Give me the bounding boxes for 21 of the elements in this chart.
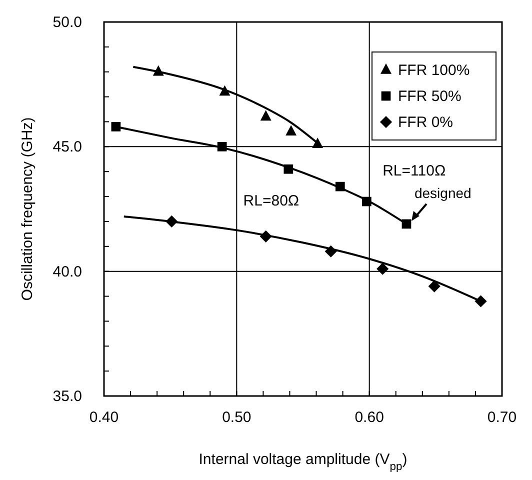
y-tick-label: 35.0: [52, 388, 82, 405]
point: [260, 110, 272, 121]
legend-label: FFR 50%: [398, 88, 462, 105]
point: [376, 262, 389, 275]
legend-label: FFR 100%: [398, 62, 470, 79]
x-axis-title: Internal voltage amplitude (V$_{pp}$): [198, 451, 408, 473]
annotation: designed: [414, 184, 472, 201]
annotation: RL=80Ω: [243, 192, 300, 210]
y-axis-title: Oscillation frequency (GHz): [19, 117, 36, 301]
legend-label: FFR 0%: [398, 114, 454, 131]
y-tick-label: 40.0: [52, 263, 82, 280]
x-tick-label: 0.40: [89, 409, 119, 426]
point: [286, 125, 297, 136]
x-tick-label: 0.60: [354, 409, 384, 426]
annotation: RL=110Ω: [382, 162, 446, 180]
y-tick-label: 45.0: [52, 138, 82, 156]
x-tick-label: 0.70: [487, 409, 517, 426]
point: [428, 280, 440, 292]
y-tick-label: 50.0: [52, 14, 82, 31]
point: [474, 295, 487, 308]
x-tick-label: 0.50: [222, 409, 252, 426]
